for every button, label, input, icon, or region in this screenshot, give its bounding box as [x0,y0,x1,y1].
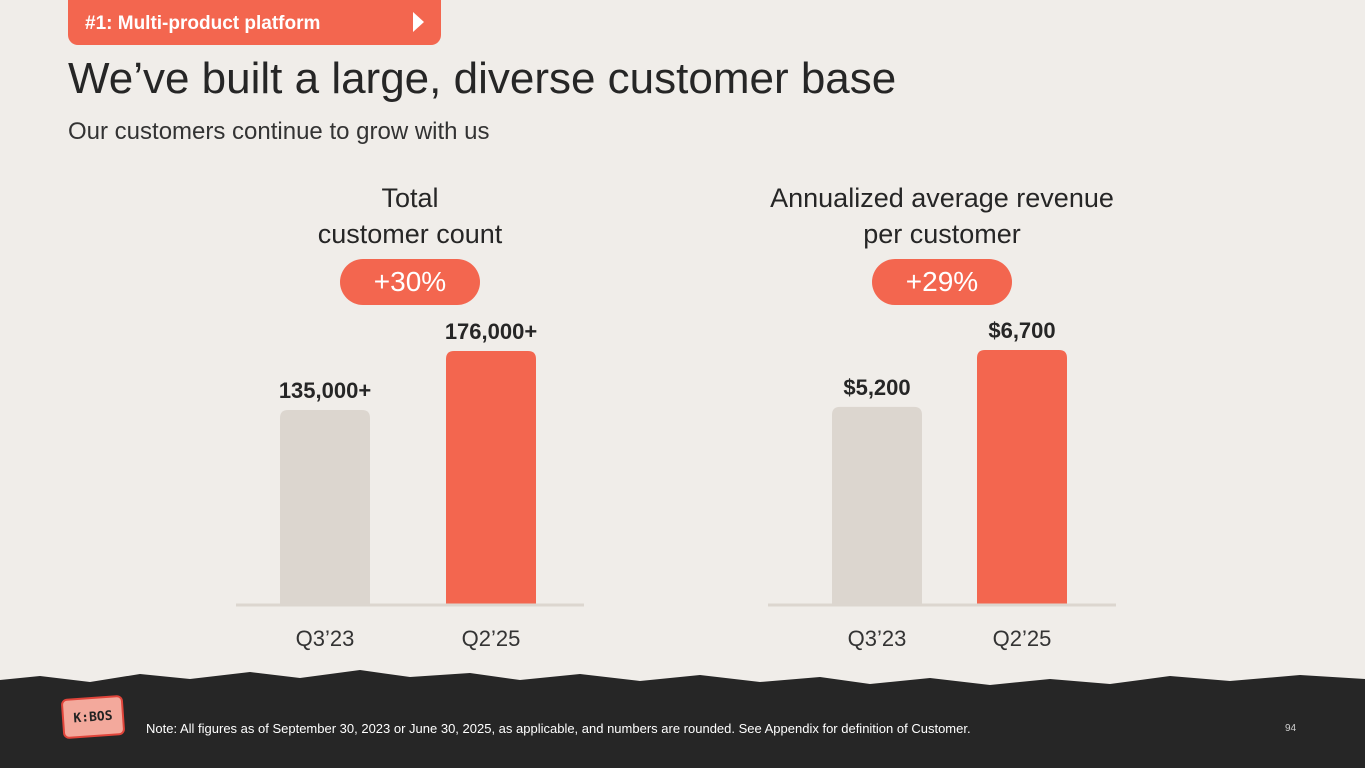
chart-title-line: customer count [317,219,503,249]
chart-title-customer-count: Total customer count [260,180,560,252]
data-label: 176,000+ [445,319,537,344]
section-tag-label: #1: Multi-product platform [85,13,321,34]
footnote: Note: All figures as of September 30, 20… [146,721,971,736]
logo-text: K:BOS [72,708,114,726]
chart-title-line: Total [381,183,439,213]
section-tag: #1: Multi-product platform [68,0,441,45]
growth-badge-customer-count: +30% [340,259,480,305]
page-title: We’ve built a large, diverse customer ba… [68,54,897,103]
category-label: Q2’25 [462,626,521,651]
kbos-logo: K:BOS [60,694,126,740]
bar [977,350,1067,604]
growth-badge-label: +30% [373,266,447,297]
data-label: $6,700 [988,318,1055,343]
data-label: 135,000+ [279,378,371,403]
category-label: Q3’23 [296,626,355,651]
chart-title-line: per customer [863,219,1021,249]
footer-band [0,670,1365,768]
bar [280,409,370,604]
bar [446,351,536,604]
page-number: 94 [1285,723,1297,734]
data-label: $5,200 [843,375,910,400]
growth-badge-revenue: +29% [872,259,1012,305]
chart-title-line: Annualized average revenue [770,183,1114,213]
page-subtitle: Our customers continue to grow with us [68,118,490,145]
play-arrow-icon [413,12,424,32]
bar [832,406,922,604]
category-label: Q3’23 [848,626,907,651]
chart-title-revenue-per-customer: Annualized average revenue per customer [742,180,1142,252]
category-label: Q2’25 [993,626,1052,651]
growth-badge-label: +29% [905,266,979,297]
